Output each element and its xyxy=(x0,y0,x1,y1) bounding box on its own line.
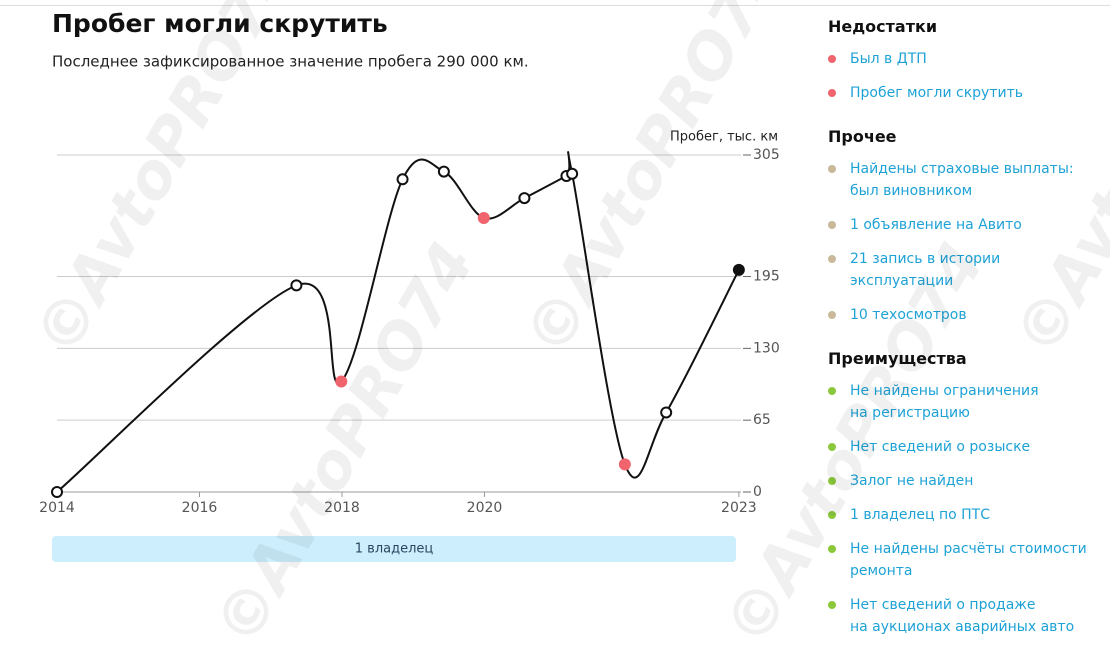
item-text: Нет сведений о продаже xyxy=(850,597,1036,613)
mileage-point xyxy=(660,406,673,419)
item-text: на аукционах аварийных авто xyxy=(850,619,1075,635)
section-title: Прочее xyxy=(828,127,897,146)
y-axis-label: Пробег, тыс. км xyxy=(670,130,778,145)
sidebar-item[interactable]: Нет сведений о продаже на аукционах авари… xyxy=(828,594,1103,638)
item-text: Был в ДТП xyxy=(850,51,927,67)
item-text: ремонта xyxy=(850,563,913,579)
title: Пробег могли скрутить xyxy=(52,9,388,38)
owner-label: 1 владелец xyxy=(355,542,434,557)
mileage-line xyxy=(56,151,740,493)
item-text: на регистрацию xyxy=(850,405,970,421)
mileage-point xyxy=(396,173,409,186)
item-text: Не найдены расчёты стоимости xyxy=(850,541,1087,557)
sidebar-item[interactable]: Найдены страховые выплаты: был виновником xyxy=(828,158,1103,202)
mileage-point xyxy=(437,165,450,178)
y-tick-label: 195 xyxy=(753,269,780,285)
sidebar-item[interactable]: Залог не найден xyxy=(828,470,1103,492)
sidebar-item[interactable]: 1 владелец по ПТС xyxy=(828,504,1103,526)
mileage-point xyxy=(518,192,531,205)
status-dot xyxy=(828,443,836,451)
mileage-point xyxy=(732,263,745,276)
x-tick-label: 2014 xyxy=(39,500,75,516)
item-text: 21 запись в истории xyxy=(850,251,1001,267)
status-dot xyxy=(828,477,836,485)
y-tick-label: 130 xyxy=(753,340,780,356)
sidebar-item[interactable]: Пробег могли скрутить xyxy=(828,82,1103,104)
section-title: Недостатки xyxy=(828,17,938,36)
mileage-point xyxy=(51,486,63,498)
sidebar-item[interactable]: Не найдены ограничения на регистрацию xyxy=(828,380,1103,424)
status-dot xyxy=(828,221,836,229)
item-text: Найдены страховые выплаты: xyxy=(850,161,1074,177)
mileage-point xyxy=(335,375,348,388)
sidebar-item[interactable]: Нет сведений о розыске xyxy=(828,436,1103,458)
item-text: Пробег могли скрутить xyxy=(850,85,1023,101)
chart: Пробег могли скрутить Последнее зафиксир… xyxy=(39,9,780,562)
item-text: Залог не найден xyxy=(850,473,974,489)
item-text: 10 техосмотров xyxy=(850,307,967,323)
status-dot xyxy=(828,55,836,63)
sidebar-item[interactable]: Был в ДТП xyxy=(828,48,1103,70)
item-text: эксплуатации xyxy=(850,273,954,289)
status-dot xyxy=(828,511,836,519)
item-text: 1 объявление на Авито xyxy=(850,217,1022,233)
y-tick-label: 0 xyxy=(753,484,762,500)
status-dot xyxy=(828,89,836,97)
status-dot xyxy=(828,311,836,319)
section-title: Преимущества xyxy=(828,349,967,368)
mileage-point xyxy=(477,211,490,224)
status-dot xyxy=(828,601,836,609)
x-tick-label: 2023 xyxy=(721,500,757,516)
top-border xyxy=(0,5,1110,6)
sidebar: Недостатки Был в ДТП Пробег могли скрутить… xyxy=(828,16,1103,650)
mileage-point xyxy=(618,458,631,471)
sidebar-item[interactable]: Не найдены расчёты стоимости ремонта xyxy=(828,538,1103,582)
sidebar-item[interactable]: 21 запись в истории эксплуатации xyxy=(828,248,1103,292)
x-tick-label: 2020 xyxy=(467,500,503,516)
mileage-point xyxy=(566,167,579,180)
sidebar-item[interactable]: 1 объявление на Авито xyxy=(828,214,1103,236)
y-tick-label: 65 xyxy=(753,412,771,428)
sidebar-item[interactable]: 10 техосмотров xyxy=(828,304,1103,326)
item-text: 1 владелец по ПТС xyxy=(850,507,990,523)
owner-bar xyxy=(52,536,736,562)
x-tick-label: 2018 xyxy=(324,500,360,516)
mileage-point xyxy=(290,279,303,292)
status-dot xyxy=(828,165,836,173)
item-text: Не найдены ограничения xyxy=(850,383,1039,399)
status-dot xyxy=(828,255,836,263)
item-text: Нет сведений о розыске xyxy=(850,439,1031,455)
x-tick-label: 2016 xyxy=(182,500,218,516)
status-dot xyxy=(828,387,836,395)
subtitle: Последнее зафиксированное значение пробе… xyxy=(52,53,529,71)
status-dot xyxy=(828,545,836,553)
y-tick-label: 305 xyxy=(753,147,780,163)
item-text: был виновником xyxy=(850,183,973,199)
